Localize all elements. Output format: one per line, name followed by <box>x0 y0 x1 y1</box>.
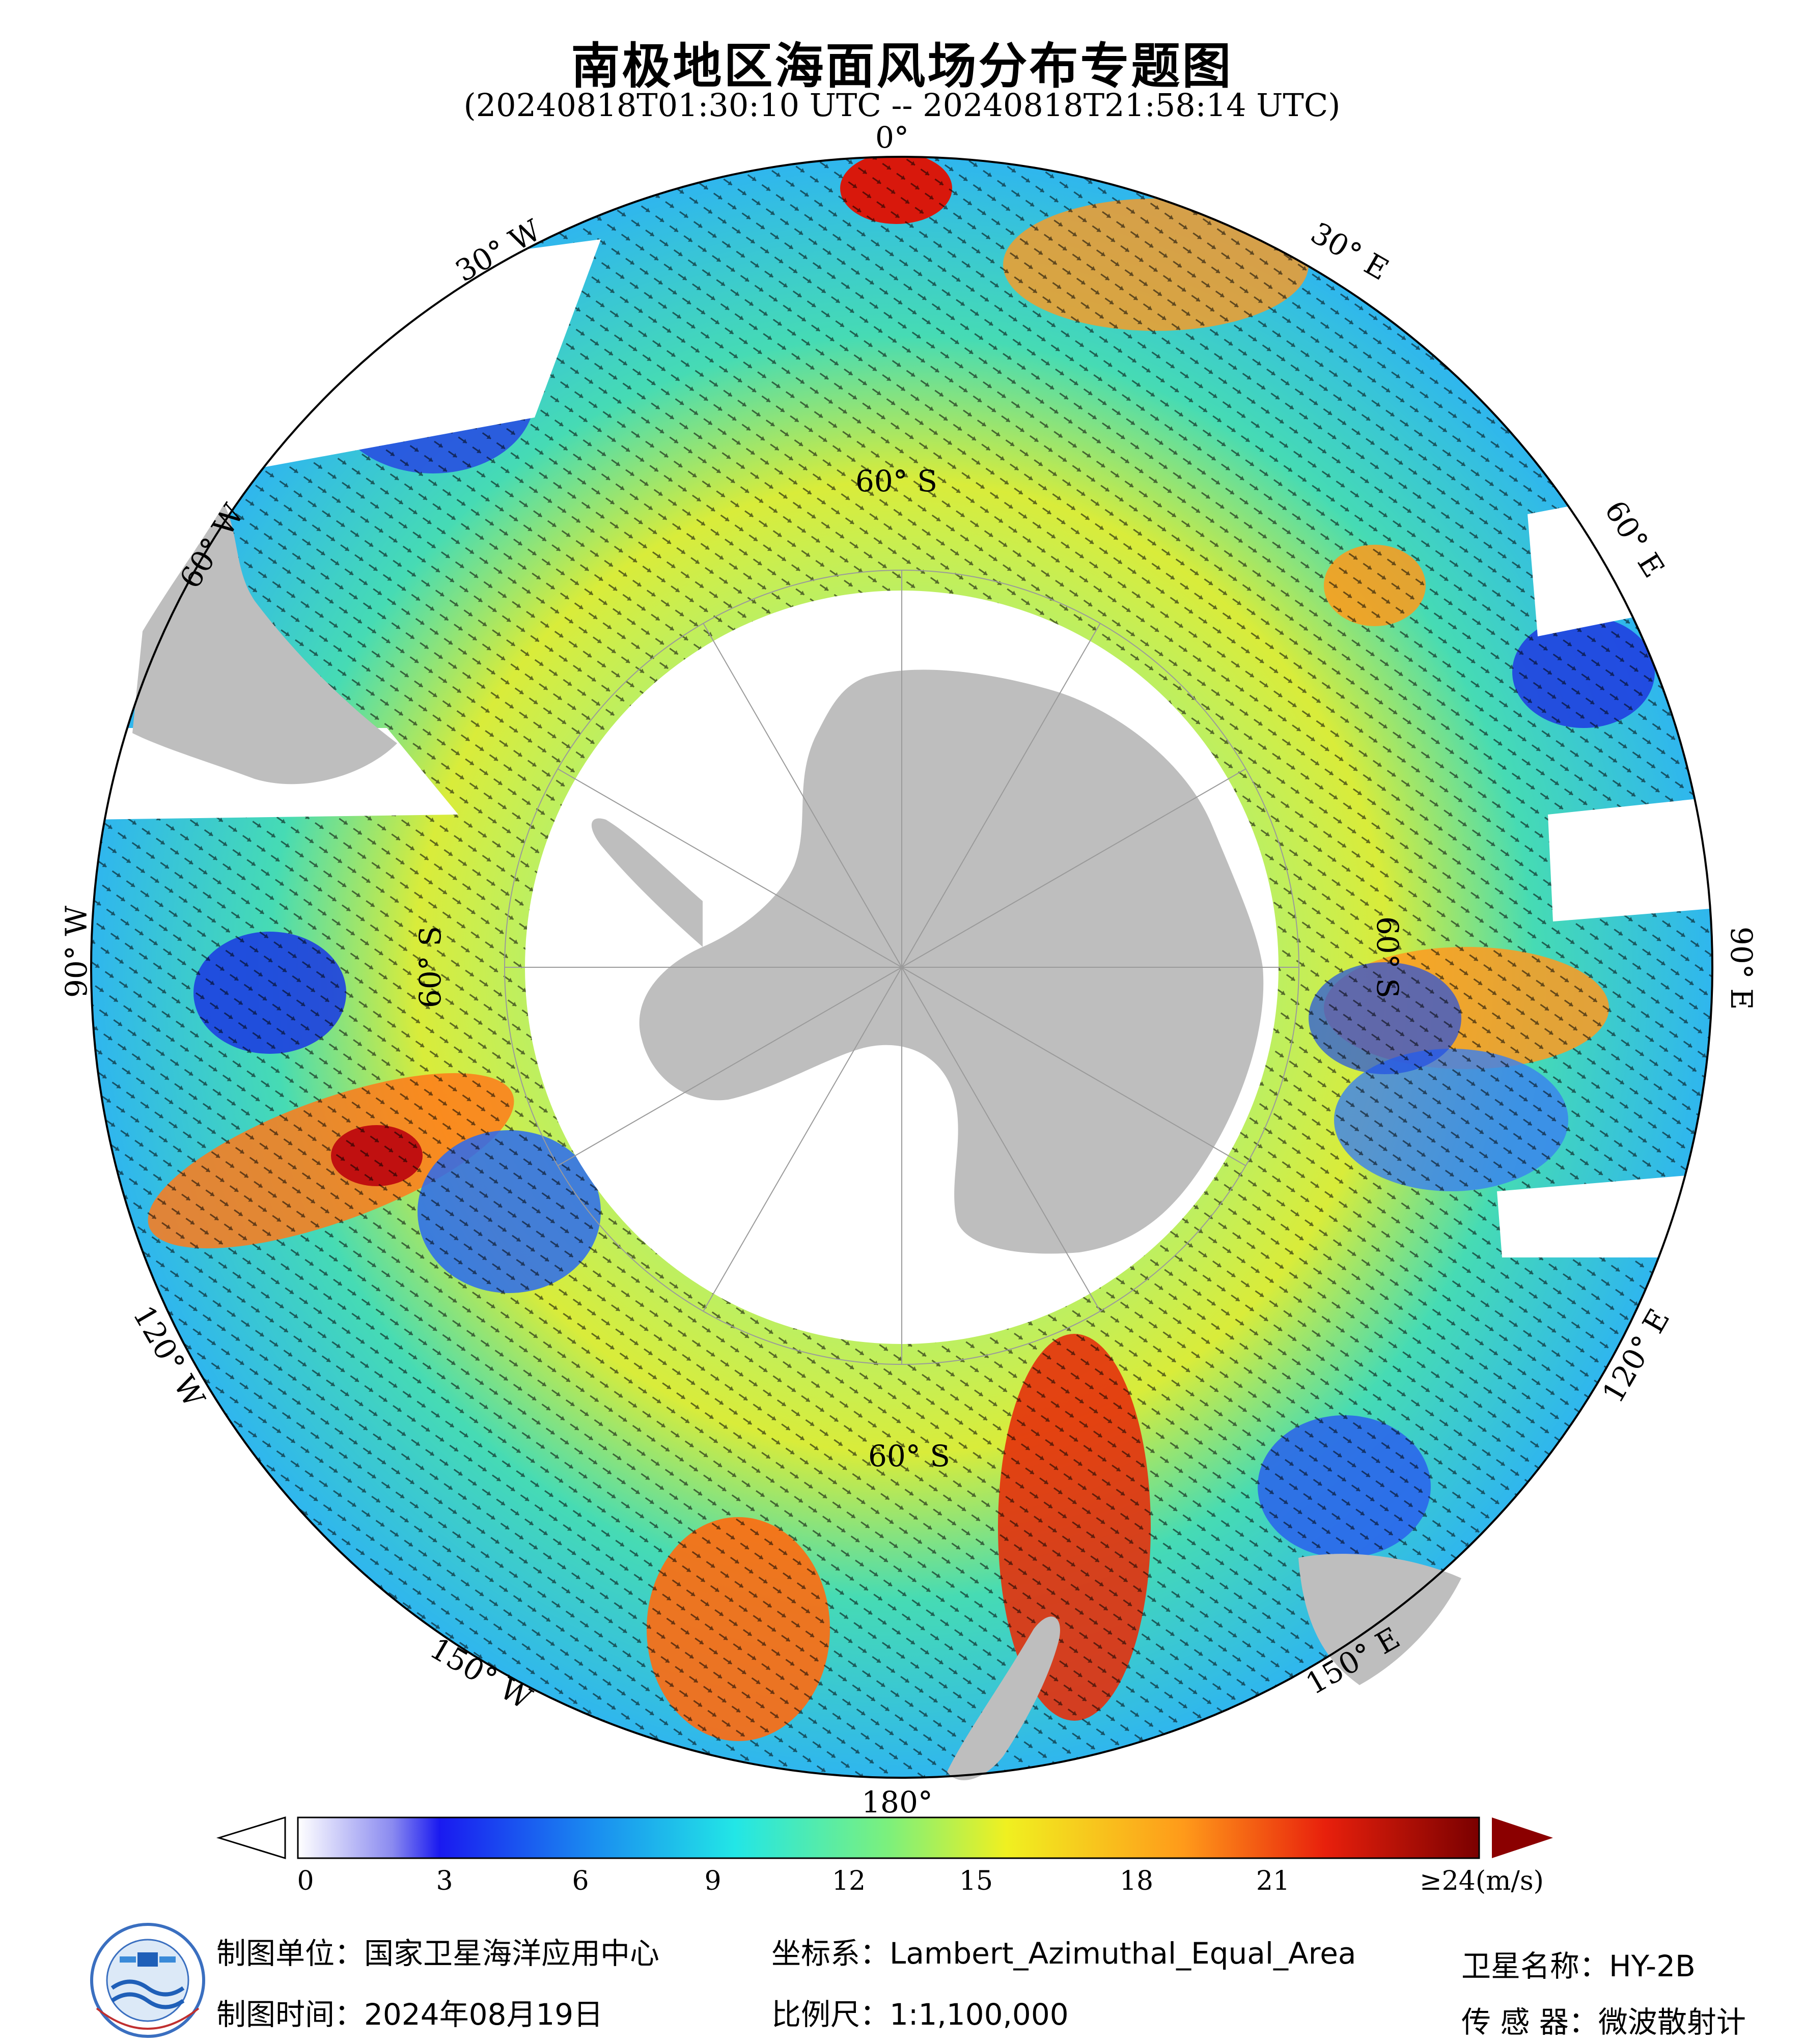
colorbar-tick-6: 6 <box>572 1866 589 1896</box>
colorbar-gradient <box>297 1816 1480 1859</box>
map-subtitle: (20240818T01:30:10 UTC -- 20240818T21:58… <box>463 87 1341 124</box>
colorbar-tick-0: 0 <box>297 1866 314 1896</box>
new-zealand-land <box>947 1616 1060 1780</box>
colorbar-tick-3: 3 <box>436 1866 453 1896</box>
polar-map: 0° 30° E 60° E 90° E 120° E 150° E 180° … <box>59 120 1759 1819</box>
colorbar-tick-9: 9 <box>704 1866 721 1896</box>
south-america-land <box>132 504 397 785</box>
colorbar-tick-21: 21 <box>1256 1866 1290 1896</box>
colorbar-max-arrow <box>1492 1817 1553 1858</box>
colorbar <box>216 1816 1553 1860</box>
antarctic-peninsula <box>591 818 703 947</box>
colorbar-tick-12: 12 <box>831 1866 866 1896</box>
lon-label-90w: 90° W <box>59 906 94 998</box>
colorbar-tick-15: 15 <box>959 1866 993 1896</box>
graticule <box>504 570 1299 1365</box>
lat-label-left: 60° S <box>413 926 448 1008</box>
footer-date: 制图时间：2024年08月19日 <box>216 1997 603 2032</box>
colorbar-tick-24: ≥24(m/s) <box>1420 1866 1544 1896</box>
colorbar-tick-18: 18 <box>1119 1866 1154 1896</box>
map-outline <box>90 156 1713 1779</box>
lat-label-bottom: 60° S <box>868 1439 950 1473</box>
australia-land <box>1298 1554 1461 1685</box>
footer-producer: 制图单位：国家卫星海洋应用中心 <box>216 1936 660 1971</box>
lon-label-180: 180° <box>862 1785 933 1819</box>
footer-scale: 比例尺：1:1,100,000 <box>771 1997 1069 2032</box>
footer-coordinate-system: 坐标系：Lambert_Azimuthal_Equal_Area <box>771 1936 1356 1971</box>
map-title: 南极地区海面风场分布专题图 <box>571 38 1233 95</box>
wind-field-svg: 0° 30° E 60° E 90° E 120° E 150° E 180° … <box>59 120 1759 1819</box>
lon-label-0: 0° <box>875 120 909 155</box>
lat-label-top: 60° S <box>855 464 937 498</box>
nsoas-logo-icon <box>90 1923 205 2038</box>
footer-satellite: 卫星名称：HY-2B <box>1461 1949 1696 1983</box>
lat-label-right: 60° S <box>1370 916 1405 998</box>
footer-sensor: 传 感 器：微波散射计 <box>1461 2005 1746 2039</box>
antarctica-land <box>639 669 1264 1254</box>
lon-label-90e: 90° E <box>1724 927 1759 1010</box>
colorbar-min-arrow <box>216 1816 286 1860</box>
